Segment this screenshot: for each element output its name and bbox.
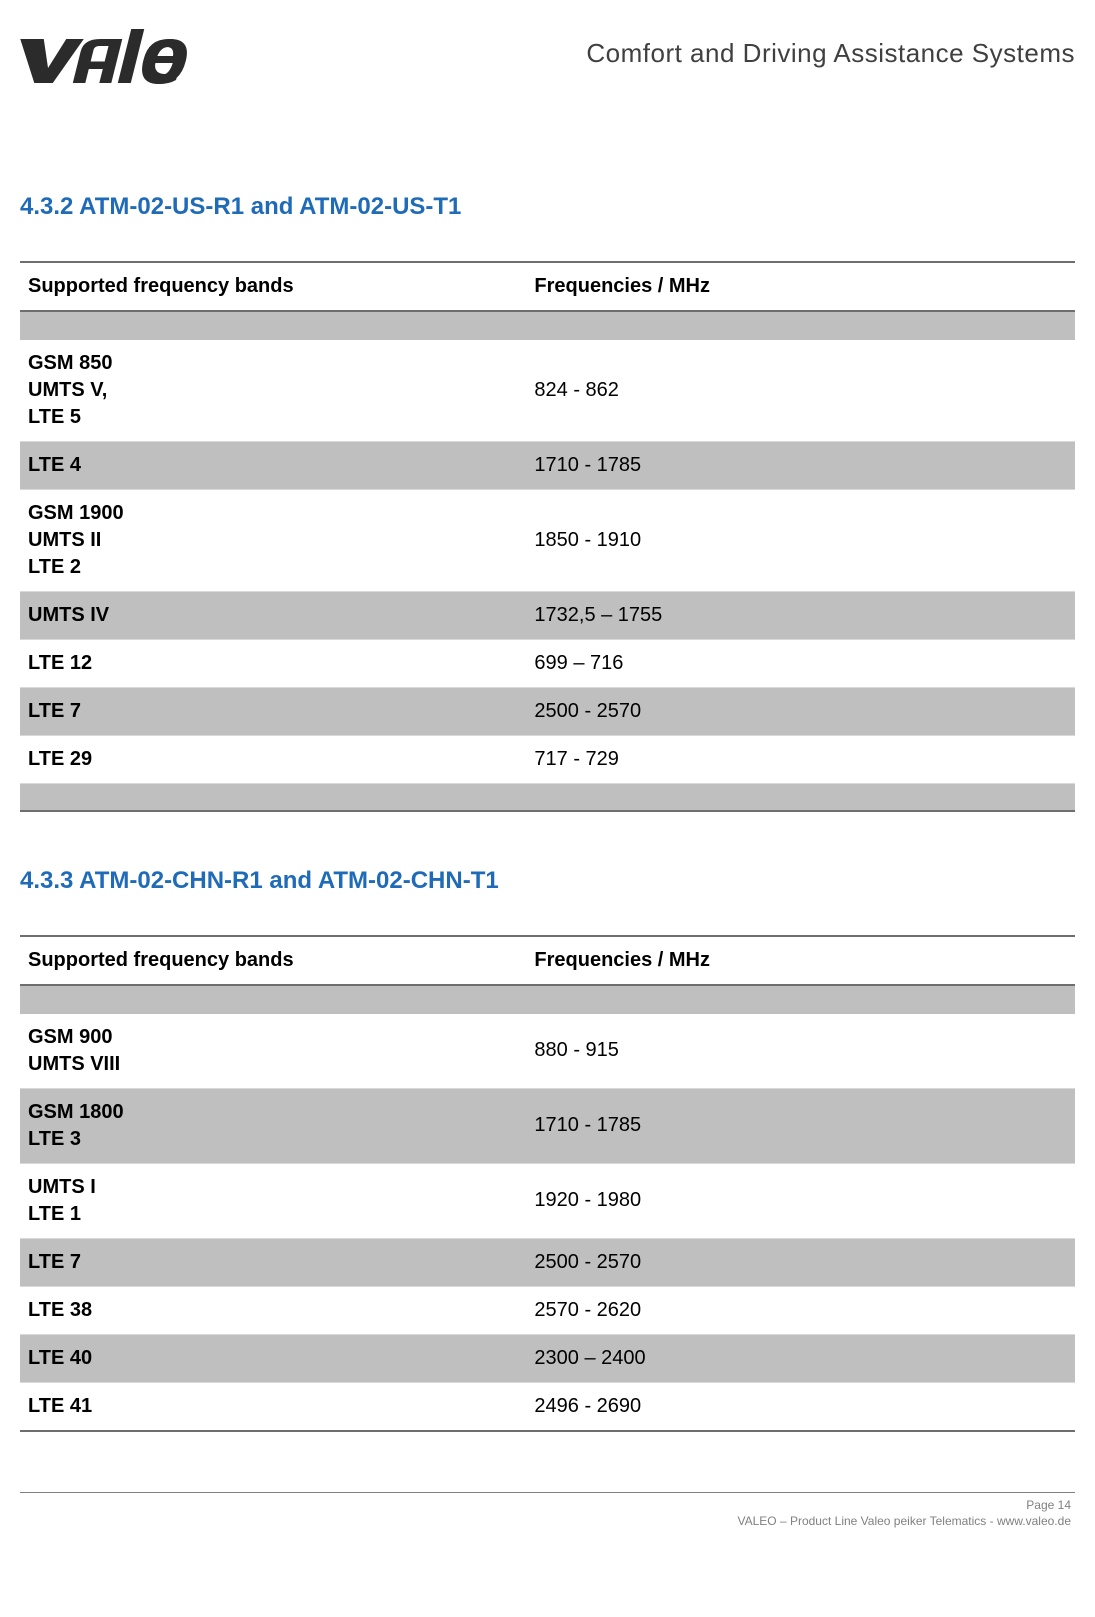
table-row: LTE 4 1710 - 1785 — [20, 441, 1075, 489]
cell-band: LTE 41 — [20, 1382, 526, 1431]
table-row: UMTS IV 1732,5 – 1755 — [20, 591, 1075, 639]
footer-divider — [20, 1492, 1075, 1493]
frequency-table-us: Supported frequency bands Frequencies / … — [20, 261, 1075, 812]
table-header-row: Supported frequency bands Frequencies / … — [20, 936, 1075, 985]
footer-company-line: VALEO – Product Line Valeo peiker Telema… — [20, 1513, 1071, 1530]
col-freq: Frequencies / MHz — [526, 262, 1075, 311]
page-header: Comfort and Driving Assistance Systems — [20, 20, 1075, 93]
table-row: LTE 41 2496 - 2690 — [20, 1382, 1075, 1431]
cell-band: LTE 7 — [20, 1238, 526, 1286]
cell-freq: 880 - 915 — [526, 1013, 1075, 1088]
table-row: LTE 7 2500 - 2570 — [20, 1238, 1075, 1286]
cell-freq: 1710 - 1785 — [526, 1088, 1075, 1163]
cell-band: GSM 900UMTS VIII — [20, 1013, 526, 1088]
table-row: UMTS ILTE 1 1920 - 1980 — [20, 1163, 1075, 1238]
footer-page-number: Page 14 — [20, 1497, 1071, 1514]
cell-band: LTE 7 — [20, 687, 526, 735]
table-row: GSM 1800LTE 3 1710 - 1785 — [20, 1088, 1075, 1163]
cell-freq: 2570 - 2620 — [526, 1286, 1075, 1334]
cell-freq: 1710 - 1785 — [526, 441, 1075, 489]
cell-band: GSM 850UMTS V,LTE 5 — [20, 339, 526, 441]
cell-freq: 699 – 716 — [526, 639, 1075, 687]
table-spacer-row — [20, 783, 1075, 811]
page-footer: Page 14 VALEO – Product Line Valeo peike… — [20, 1497, 1075, 1531]
table-header-row: Supported frequency bands Frequencies / … — [20, 262, 1075, 311]
cell-band: LTE 12 — [20, 639, 526, 687]
cell-band: LTE 29 — [20, 735, 526, 783]
logo — [20, 20, 200, 93]
table-row: GSM 900UMTS VIII 880 - 915 — [20, 1013, 1075, 1088]
section-number: 4.3.3 — [20, 867, 73, 894]
cell-band: LTE 40 — [20, 1334, 526, 1382]
cell-freq: 1920 - 1980 — [526, 1163, 1075, 1238]
cell-freq: 717 - 729 — [526, 735, 1075, 783]
cell-freq: 2500 - 2570 — [526, 687, 1075, 735]
cell-band: GSM 1800LTE 3 — [20, 1088, 526, 1163]
table-row: GSM 850UMTS V,LTE 5 824 - 862 — [20, 339, 1075, 441]
cell-band: UMTS ILTE 1 — [20, 1163, 526, 1238]
cell-band: GSM 1900UMTS IILTE 2 — [20, 489, 526, 591]
cell-freq: 2500 - 2570 — [526, 1238, 1075, 1286]
cell-freq: 2496 - 2690 — [526, 1382, 1075, 1431]
frequency-table-chn: Supported frequency bands Frequencies / … — [20, 935, 1075, 1432]
cell-freq: 1850 - 1910 — [526, 489, 1075, 591]
col-freq: Frequencies / MHz — [526, 936, 1075, 985]
cell-band: LTE 38 — [20, 1286, 526, 1334]
col-bands: Supported frequency bands — [20, 262, 526, 311]
valeo-logo-icon — [20, 20, 200, 88]
table-row: GSM 1900UMTS IILTE 2 1850 - 1910 — [20, 489, 1075, 591]
table-row: LTE 38 2570 - 2620 — [20, 1286, 1075, 1334]
table-spacer-row — [20, 311, 1075, 339]
table-row: LTE 40 2300 – 2400 — [20, 1334, 1075, 1382]
section-title: ATM-02-CHN-R1 and ATM-02-CHN-T1 — [79, 867, 499, 894]
table-spacer-row — [20, 985, 1075, 1013]
table-row: LTE 29 717 - 729 — [20, 735, 1075, 783]
col-bands: Supported frequency bands — [20, 936, 526, 985]
cell-band: LTE 4 — [20, 441, 526, 489]
section-title: ATM-02-US-R1 and ATM-02-US-T1 — [79, 193, 461, 220]
section-heading-433: 4.3.3 ATM-02-CHN-R1 and ATM-02-CHN-T1 — [20, 867, 1075, 895]
section-number: 4.3.2 — [20, 193, 73, 220]
table-row: LTE 7 2500 - 2570 — [20, 687, 1075, 735]
section-heading-432: 4.3.2 ATM-02-US-R1 and ATM-02-US-T1 — [20, 193, 1075, 221]
cell-freq: 824 - 862 — [526, 339, 1075, 441]
cell-band: UMTS IV — [20, 591, 526, 639]
cell-freq: 1732,5 – 1755 — [526, 591, 1075, 639]
table-row: LTE 12 699 – 716 — [20, 639, 1075, 687]
cell-freq: 2300 – 2400 — [526, 1334, 1075, 1382]
header-tagline: Comfort and Driving Assistance Systems — [586, 38, 1075, 69]
